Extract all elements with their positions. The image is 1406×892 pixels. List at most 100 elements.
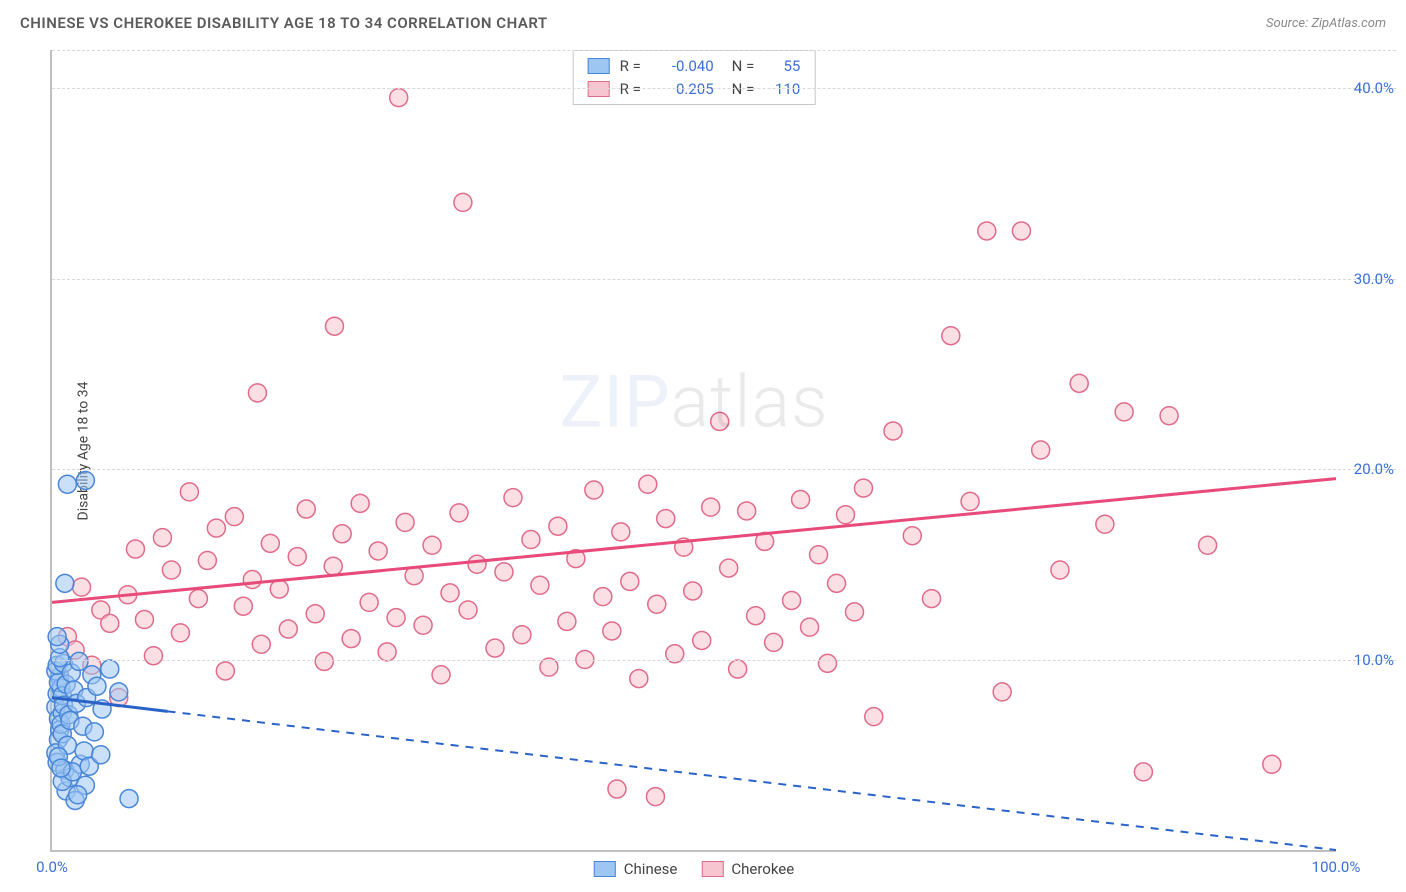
scatter-point [85, 723, 103, 741]
scatter-point [454, 193, 472, 211]
grid-line [52, 660, 1396, 661]
scatter-point [396, 513, 414, 531]
legend-item-cherokee: Cherokee [701, 860, 794, 878]
scatter-point [621, 572, 639, 590]
scatter-point [324, 557, 342, 575]
scatter-point [69, 786, 87, 804]
grid-line [52, 88, 1396, 89]
scatter-point [603, 622, 621, 640]
scatter-point [198, 551, 216, 569]
scatter-point [711, 412, 729, 430]
scatter-point [270, 580, 288, 598]
scatter-point [387, 609, 405, 627]
scatter-point [288, 548, 306, 566]
scatter-point [76, 471, 94, 489]
scatter-point [865, 708, 883, 726]
scatter-point [351, 494, 369, 512]
scatter-point [110, 683, 128, 701]
y-tick-label: 30.0% [1340, 270, 1394, 288]
scatter-point [903, 527, 921, 545]
scatter-point [942, 327, 960, 345]
scatter-point [306, 605, 324, 623]
scatter-point [1115, 403, 1133, 421]
scatter-point [56, 574, 74, 592]
scatter-point [162, 561, 180, 579]
swatch-chinese-bottom [594, 861, 616, 877]
scatter-point [961, 492, 979, 510]
scatter-point [180, 483, 198, 501]
scatter-point [432, 666, 450, 684]
scatter-point [73, 578, 91, 596]
scatter-point [325, 317, 343, 335]
scatter-point [646, 788, 664, 806]
scatter-point [88, 677, 106, 695]
chart-area: Disability Age 18 to 34 ZIPatlas R = -0.… [50, 50, 1396, 852]
scatter-point [630, 670, 648, 688]
scatter-point [504, 489, 522, 507]
grid-line [52, 279, 1396, 280]
scatter-point [261, 534, 279, 552]
scatter-point [1070, 374, 1088, 392]
scatter-point [207, 519, 225, 537]
scatter-point [810, 546, 828, 564]
scatter-point [558, 612, 576, 630]
scatter-point [126, 540, 144, 558]
scatter-point [1160, 407, 1178, 425]
scatter-point [441, 584, 459, 602]
scatter-point [315, 652, 333, 670]
scatter-point [248, 384, 266, 402]
scatter-point [639, 475, 657, 493]
chart-source: Source: ZipAtlas.com [1266, 16, 1386, 31]
series-legend: Chinese Cherokee [594, 860, 794, 878]
scatter-point [594, 588, 612, 606]
scatter-point [234, 597, 252, 615]
scatter-point [390, 89, 408, 107]
scatter-point [58, 475, 76, 493]
scatter-point [747, 607, 765, 625]
scatter-point [48, 628, 66, 646]
scatter-point [144, 647, 162, 665]
scatter-point [854, 479, 872, 497]
scatter-point [216, 662, 234, 680]
scatter-point [819, 654, 837, 672]
scatter-point [414, 616, 432, 634]
scatter-point [468, 555, 486, 573]
scatter-point [837, 506, 855, 524]
scatter-point [513, 626, 531, 644]
scatter-point [1134, 763, 1152, 781]
scatter-point [495, 563, 513, 581]
scatter-point [608, 780, 626, 798]
scatter-point [423, 536, 441, 554]
scatter-point [765, 633, 783, 651]
scatter-point [101, 660, 119, 678]
scatter-point [702, 498, 720, 516]
scatter-point [846, 603, 864, 621]
scatter-point [135, 611, 153, 629]
scatter-point [360, 593, 378, 611]
x-tick-label: 0.0% [36, 858, 68, 876]
plot-region: ZIPatlas R = -0.040 N = 55 R = 0.205 N =… [50, 50, 1336, 852]
scatter-point [1096, 515, 1114, 533]
scatter-point [369, 542, 387, 560]
scatter-point [828, 574, 846, 592]
grid-line [52, 50, 1396, 51]
scatter-point [1012, 222, 1030, 240]
scatter-point [120, 790, 138, 808]
correlation-legend: R = -0.040 N = 55 R = 0.205 N = 110 [573, 50, 816, 105]
scatter-point [738, 502, 756, 520]
scatter-point [923, 590, 941, 608]
scatter-point [92, 746, 110, 764]
scatter-point [549, 517, 567, 535]
grid-line [52, 469, 1396, 470]
scatter-point [585, 481, 603, 499]
y-tick-label: 20.0% [1340, 460, 1394, 478]
scatter-point [801, 618, 819, 636]
swatch-cherokee-bottom [701, 861, 723, 877]
chart-header: CHINESE VS CHEROKEE DISABILITY AGE 18 TO… [0, 0, 1406, 40]
swatch-chinese [588, 58, 610, 74]
scatter-point [171, 624, 189, 642]
scatter-point [450, 504, 468, 522]
scatter-point [993, 683, 1011, 701]
scatter-point [884, 422, 902, 440]
scatter-point [342, 630, 360, 648]
